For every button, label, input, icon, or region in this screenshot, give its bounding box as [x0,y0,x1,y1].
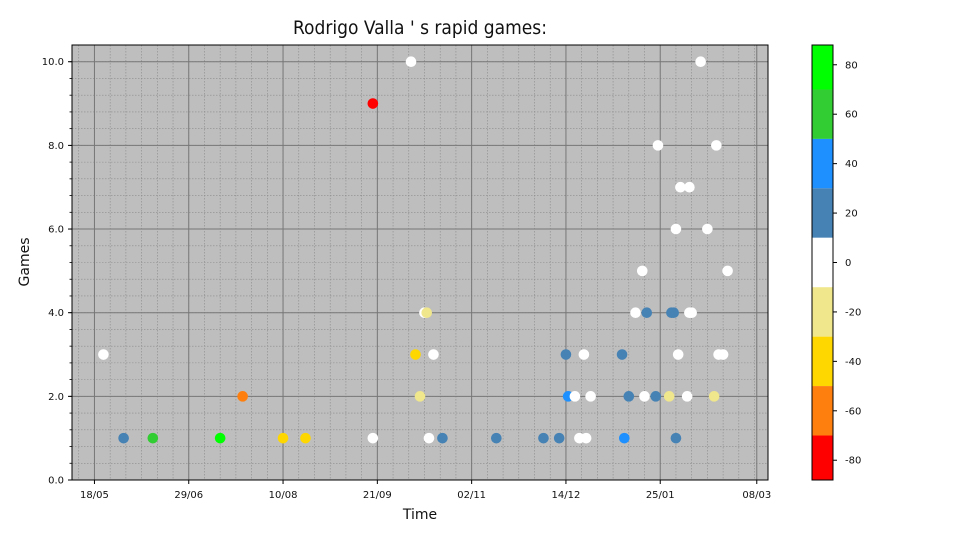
data-point [414,391,426,402]
data-point [686,307,697,318]
data-point [585,391,596,402]
x-tick-label: 10/08 [269,490,298,501]
colorbar-tick-label: -20 [845,307,861,318]
data-point [214,432,226,444]
colorbar-tick-label: 80 [845,60,858,71]
colorbar-band [812,435,833,480]
y-tick-label: 6.0 [48,225,64,236]
x-tick-label: 29/06 [174,490,203,501]
chart-title: Rodrigo Valla ' s rapid games: [293,17,547,39]
y-tick-label: 10.0 [42,57,64,68]
x-tick-label: 08/03 [742,490,771,501]
colorbar-band [812,89,833,139]
data-point [681,391,693,402]
data-point [670,432,682,444]
data-point [410,349,421,360]
colorbar-tick-label: -40 [845,357,861,368]
data-point [663,391,675,402]
colorbar-band [812,138,833,189]
colorbar-tick-label: 0 [845,258,851,269]
colorbar: 80 60 40 20 0 -20 -40 -60 -80 [811,44,861,481]
data-point [277,432,289,444]
data-point [569,391,581,402]
data-point [237,391,248,402]
data-point [668,307,680,318]
x-tick-label: 18/05 [80,490,109,501]
y-tick-label: 2.0 [48,392,64,403]
x-tick-label: 14/12 [552,490,581,501]
colorbar-band [812,386,833,436]
data-point [636,265,648,277]
data-point [423,432,435,444]
y-axis-label: Games [17,238,33,287]
data-point [672,349,684,360]
data-point [650,391,662,402]
data-point [675,181,686,193]
data-point [560,349,572,360]
x-tick-label: 02/11 [457,490,486,501]
colorbar-band [812,336,833,387]
data-point [580,432,592,444]
y-axis: 0.0 2.0 4.0 6.0 8.0 10.0 [42,57,72,487]
data-point [630,307,641,318]
data-points [98,56,733,444]
data-point [616,349,628,360]
colorbar-band [812,188,833,238]
data-point [708,391,720,402]
x-axis: 18/05 29/06 10/08 21/09 02/11 14/12 25/01 08/03 [80,480,771,501]
data-point [641,307,653,318]
data-point [652,140,664,151]
data-point [553,432,565,444]
colorbar-tick-label: -80 [845,456,861,467]
colorbar-band [812,287,833,337]
data-point [538,432,549,444]
data-point [300,432,311,444]
data-point [578,349,590,360]
colorbar-tick-label: 40 [845,159,858,170]
data-point [367,432,379,444]
data-point [695,56,706,68]
data-point [722,265,733,277]
data-point [118,432,129,444]
data-point [711,140,722,151]
data-point [147,432,159,444]
data-point [98,349,109,360]
y-tick-label: 4.0 [48,308,64,319]
data-point [421,307,433,318]
data-point [639,391,650,402]
data-point [717,349,729,360]
colorbar-band [812,237,833,288]
data-point [437,432,448,444]
data-point [619,432,630,444]
data-point [367,98,379,109]
x-tick-label: 21/09 [363,490,392,501]
data-point [702,223,713,235]
data-point [670,223,682,235]
y-tick-label: 8.0 [48,141,64,152]
colorbar-tick-label: 20 [845,209,858,220]
x-axis-label: Time [402,507,437,523]
data-point [623,391,635,402]
colorbar-band [812,45,833,90]
data-point [405,56,417,68]
data-point [428,349,439,360]
x-tick-label: 25/01 [646,490,675,501]
colorbar-tick-label: -60 [845,406,861,417]
data-point [491,432,502,444]
data-point [684,181,695,193]
colorbar-tick-label: 60 [845,110,858,121]
y-tick-label: 0.0 [48,476,64,487]
